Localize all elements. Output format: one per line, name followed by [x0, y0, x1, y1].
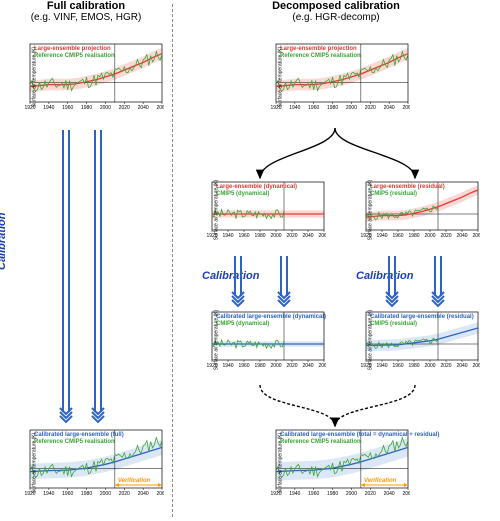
- svg-text:1960: 1960: [238, 363, 249, 369]
- svg-text:Verification: Verification: [118, 478, 151, 484]
- column-divider: [172, 4, 173, 517]
- svg-text:1960: 1960: [62, 105, 73, 111]
- svg-text:1980: 1980: [408, 363, 419, 369]
- calibration-arrow: [278, 256, 290, 306]
- svg-text:1960: 1960: [308, 105, 319, 111]
- svg-text:2000: 2000: [346, 105, 357, 111]
- svg-text:2040: 2040: [456, 363, 467, 369]
- svg-text:2000: 2000: [424, 233, 435, 239]
- calibration-arrow: [386, 256, 398, 306]
- calibration-arrow: [60, 130, 72, 422]
- svg-text:2020: 2020: [440, 363, 451, 369]
- svg-text:2040: 2040: [138, 491, 149, 497]
- svg-text:2020: 2020: [286, 233, 297, 239]
- svg-text:2000: 2000: [270, 363, 281, 369]
- chart-left-final: 19201940196019802000202020402060Verifica…: [14, 428, 164, 498]
- right-col-title: Decomposed calibration: [172, 0, 500, 12]
- calibration-label-mid1: Calibration: [202, 270, 259, 282]
- chart-right-final: 19201940196019802000202020402060Verifica…: [260, 428, 410, 498]
- svg-text:2060: 2060: [402, 105, 410, 111]
- calibration-arrow: [92, 130, 104, 422]
- svg-text:1960: 1960: [238, 233, 249, 239]
- svg-text:1980: 1980: [408, 233, 419, 239]
- svg-text:1940: 1940: [43, 105, 54, 111]
- svg-text:1960: 1960: [62, 491, 73, 497]
- svg-text:1940: 1940: [376, 363, 387, 369]
- svg-text:1940: 1940: [376, 233, 387, 239]
- calibration-label-mid2: Calibration: [356, 270, 413, 282]
- svg-text:2040: 2040: [384, 105, 395, 111]
- svg-text:2060: 2060: [156, 105, 164, 111]
- svg-text:2020: 2020: [119, 105, 130, 111]
- svg-text:2060: 2060: [156, 491, 164, 497]
- svg-text:1980: 1980: [327, 105, 338, 111]
- svg-text:2000: 2000: [100, 105, 111, 111]
- svg-text:2060: 2060: [318, 233, 326, 239]
- svg-text:2020: 2020: [440, 233, 451, 239]
- svg-text:1960: 1960: [308, 491, 319, 497]
- chart-dynamical-split: 19201940196019802000202020402060Large-en…: [196, 180, 326, 240]
- svg-text:1940: 1940: [289, 105, 300, 111]
- svg-text:2040: 2040: [302, 363, 313, 369]
- left-col-subtitle: (e.g. VINF, EMOS, HGR): [0, 12, 172, 23]
- svg-text:2040: 2040: [302, 233, 313, 239]
- svg-text:2020: 2020: [365, 491, 376, 497]
- svg-text:1980: 1980: [254, 233, 265, 239]
- chart-left-projection: 19201940196019802000202020402060Large-en…: [14, 42, 164, 112]
- svg-text:1980: 1980: [254, 363, 265, 369]
- svg-text:2040: 2040: [456, 233, 467, 239]
- left-col-title: Full calibration: [0, 0, 172, 12]
- chart-right-projection: 19201940196019802000202020402060Large-en…: [260, 42, 410, 112]
- svg-text:2000: 2000: [100, 491, 111, 497]
- svg-text:2040: 2040: [384, 491, 395, 497]
- svg-text:1980: 1980: [81, 491, 92, 497]
- chart-residual-calibrated: 19201940196019802000202020402060Calibrat…: [350, 310, 480, 370]
- svg-text:2060: 2060: [472, 233, 480, 239]
- svg-text:1960: 1960: [392, 363, 403, 369]
- svg-text:2020: 2020: [286, 363, 297, 369]
- svg-text:1980: 1980: [327, 491, 338, 497]
- svg-text:1940: 1940: [222, 233, 233, 239]
- calibration-label-left: Calibration: [0, 213, 8, 270]
- svg-text:Verification: Verification: [364, 478, 397, 484]
- svg-text:2060: 2060: [318, 363, 326, 369]
- svg-text:2000: 2000: [346, 491, 357, 497]
- svg-text:1940: 1940: [289, 491, 300, 497]
- right-col-subtitle: (e.g. HGR-decomp): [172, 12, 500, 23]
- svg-text:2000: 2000: [270, 233, 281, 239]
- svg-text:1960: 1960: [392, 233, 403, 239]
- calibration-arrow: [432, 256, 444, 306]
- svg-text:1980: 1980: [81, 105, 92, 111]
- svg-text:2060: 2060: [472, 363, 480, 369]
- svg-text:2060: 2060: [402, 491, 410, 497]
- svg-text:1940: 1940: [43, 491, 54, 497]
- svg-text:2020: 2020: [365, 105, 376, 111]
- chart-residual-split: 19201940196019802000202020402060Large-en…: [350, 180, 480, 240]
- svg-text:2020: 2020: [119, 491, 130, 497]
- svg-text:1940: 1940: [222, 363, 233, 369]
- calibration-arrow: [232, 256, 244, 306]
- svg-text:2000: 2000: [424, 363, 435, 369]
- chart-dynamical-calibrated: 19201940196019802000202020402060Calibrat…: [196, 310, 326, 370]
- svg-text:2040: 2040: [138, 105, 149, 111]
